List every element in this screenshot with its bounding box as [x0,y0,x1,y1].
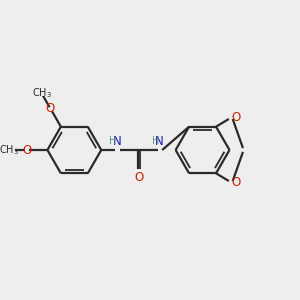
Text: N: N [155,135,164,148]
Text: O: O [22,143,31,157]
Text: N: N [113,135,122,148]
Text: O: O [231,176,241,189]
Text: O: O [135,171,144,184]
Text: H: H [152,136,159,146]
Text: O: O [231,111,241,124]
Text: CH$_3$: CH$_3$ [0,143,19,157]
Text: O: O [46,102,55,115]
Text: H: H [110,136,117,146]
Text: CH$_3$: CH$_3$ [32,86,52,100]
